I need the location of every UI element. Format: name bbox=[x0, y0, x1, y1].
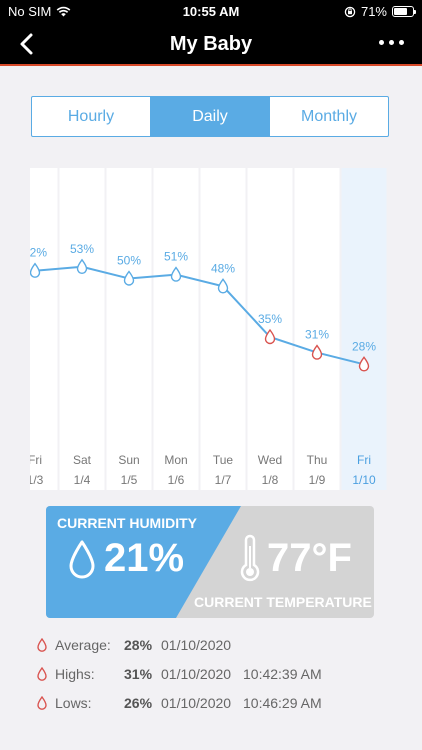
stat-date: 01/10/2020 bbox=[161, 695, 232, 711]
drop-icon bbox=[37, 667, 47, 681]
data-point bbox=[123, 270, 135, 286]
x-tick-date: 1/10 bbox=[352, 473, 376, 487]
data-point bbox=[170, 266, 182, 282]
data-point bbox=[30, 262, 41, 278]
data-point bbox=[358, 356, 370, 372]
nav-bar: My Baby bbox=[0, 24, 422, 66]
x-tick-date: 1/3 bbox=[30, 473, 44, 487]
x-tick-day: Mon bbox=[164, 453, 187, 467]
battery-icon bbox=[392, 6, 416, 17]
x-tick-day: Thu bbox=[307, 453, 328, 467]
data-label: 31% bbox=[305, 328, 329, 342]
x-tick-date: 1/7 bbox=[215, 473, 232, 487]
tab-hourly[interactable]: Hourly bbox=[32, 97, 151, 136]
chart-column bbox=[341, 168, 387, 490]
stat-average: Average: 28% 01/10/2020 bbox=[34, 634, 404, 663]
stat-value: 28% bbox=[124, 637, 153, 653]
x-tick-day: Wed bbox=[258, 453, 282, 467]
status-left: No SIM bbox=[8, 4, 71, 19]
data-label: 35% bbox=[258, 312, 282, 326]
stat-highs: Highs: 31% 01/10/2020 10:42:39 AM bbox=[34, 663, 404, 692]
period-segmented-control: Hourly Daily Monthly bbox=[31, 96, 389, 137]
data-point bbox=[264, 328, 276, 345]
current-humidity-value: 21% bbox=[104, 536, 185, 580]
clock: 10:55 AM bbox=[182, 4, 240, 19]
thermometer-icon bbox=[240, 534, 260, 582]
x-tick-date: 1/9 bbox=[309, 473, 326, 487]
chart-column bbox=[106, 168, 152, 490]
humidity-stats: Average: 28% 01/10/2020 Highs: 31% 01/10… bbox=[34, 634, 404, 721]
chart-column bbox=[200, 168, 246, 490]
x-tick-day: Tue bbox=[213, 453, 234, 467]
stat-value: 31% bbox=[124, 666, 153, 682]
data-label: 53% bbox=[70, 242, 94, 256]
stat-label: Highs: bbox=[55, 666, 95, 682]
stat-value: 26% bbox=[124, 695, 153, 711]
current-readings-card: CURRENT HUMIDITY 21% 77°F CURRENT TEMPER… bbox=[46, 506, 374, 618]
chart-column bbox=[153, 168, 199, 490]
stat-date: 01/10/2020 bbox=[161, 666, 232, 682]
stat-time: 10:42:39 AM bbox=[243, 666, 322, 682]
stat-time: 10:46:29 AM bbox=[243, 695, 322, 711]
chart-column bbox=[59, 168, 105, 490]
tab-monthly[interactable]: Monthly bbox=[300, 108, 358, 125]
chart-column bbox=[30, 168, 58, 490]
battery-percent: 71% bbox=[360, 4, 387, 19]
x-tick-day: Sun bbox=[118, 453, 139, 467]
chart-column bbox=[294, 168, 340, 490]
x-tick-date: 1/6 bbox=[168, 473, 185, 487]
water-drop-icon bbox=[69, 540, 95, 579]
series-line bbox=[34, 265, 365, 366]
humidity-chart[interactable]: 52% Fri 1/3 53% Sat 1/4 50% Sun 1/5 51% Mon 1/6 48% T… bbox=[30, 168, 390, 490]
orientation-lock-icon bbox=[344, 6, 356, 17]
wifi-icon bbox=[56, 6, 71, 17]
data-point bbox=[217, 278, 229, 294]
x-tick-day: Fri bbox=[30, 453, 42, 467]
data-point bbox=[76, 258, 88, 274]
x-tick-day: Sat bbox=[73, 453, 92, 467]
data-point bbox=[311, 344, 323, 360]
page-title: My Baby bbox=[169, 33, 253, 55]
x-tick-date: 1/4 bbox=[74, 473, 91, 487]
data-label: 50% bbox=[117, 254, 141, 268]
stat-label: Lows: bbox=[55, 695, 92, 711]
status-right: 71% bbox=[344, 4, 416, 19]
current-temperature-value: 77°F bbox=[267, 536, 352, 580]
stat-lows: Lows: 26% 01/10/2020 10:46:29 AM bbox=[34, 692, 404, 721]
x-tick-date: 1/5 bbox=[121, 473, 138, 487]
current-humidity-label: CURRENT HUMIDITY bbox=[57, 515, 197, 531]
more-options-icon[interactable] bbox=[379, 40, 404, 45]
carrier-label: No SIM bbox=[8, 4, 52, 19]
back-chevron-icon[interactable] bbox=[14, 31, 40, 57]
tab-daily[interactable]: Daily bbox=[151, 97, 270, 136]
drop-icon bbox=[37, 638, 47, 652]
stat-label: Average: bbox=[55, 637, 111, 653]
card-background bbox=[46, 506, 241, 618]
current-temperature-label: CURRENT TEMPERATURE bbox=[194, 594, 372, 610]
data-label: 48% bbox=[211, 261, 235, 275]
x-tick-date: 1/8 bbox=[262, 473, 279, 487]
stat-date: 01/10/2020 bbox=[161, 637, 232, 653]
data-label: 28% bbox=[352, 339, 376, 353]
drop-icon bbox=[37, 696, 47, 710]
data-label: 52% bbox=[30, 246, 47, 260]
status-bar: No SIM 10:55 AM 71% bbox=[0, 0, 422, 24]
data-label: 51% bbox=[164, 250, 188, 264]
x-tick-day: Fri bbox=[357, 453, 371, 467]
